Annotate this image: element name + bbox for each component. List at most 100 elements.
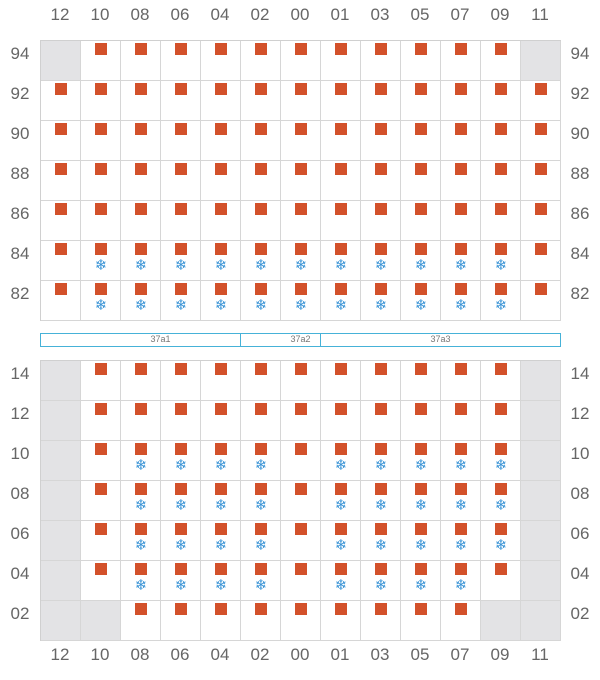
slot-hold-02-02[interactable] [241,601,281,641]
slot-deck-92-09[interactable] [481,81,521,121]
slot-deck-90-12[interactable] [41,121,81,161]
slot-hold-04-09[interactable] [481,561,521,601]
slot-deck-86-05[interactable] [401,201,441,241]
slot-deck-86-09[interactable] [481,201,521,241]
slot-deck-82-11[interactable] [521,281,561,321]
slot-hold-04-02[interactable]: ❄ [241,561,281,601]
slot-deck-90-03[interactable] [361,121,401,161]
slot-hold-04-01[interactable]: ❄ [321,561,361,601]
slot-deck-84-10[interactable]: ❄ [81,241,121,281]
slot-deck-84-07[interactable]: ❄ [441,241,481,281]
slot-hold-12-02[interactable] [241,401,281,441]
slot-hold-12-05[interactable] [401,401,441,441]
slot-hold-12-00[interactable] [281,401,321,441]
slot-hold-12-09[interactable] [481,401,521,441]
slot-deck-90-05[interactable] [401,121,441,161]
slot-deck-94-10[interactable] [81,41,121,81]
slot-deck-86-08[interactable] [121,201,161,241]
slot-deck-82-04[interactable]: ❄ [201,281,241,321]
slot-deck-84-05[interactable]: ❄ [401,241,441,281]
slot-hold-04-10[interactable] [81,561,121,601]
slot-hold-10-08[interactable]: ❄ [121,441,161,481]
slot-hold-08-09[interactable]: ❄ [481,481,521,521]
slot-deck-88-03[interactable] [361,161,401,201]
slot-deck-90-08[interactable] [121,121,161,161]
slot-hold-10-00[interactable] [281,441,321,481]
slot-deck-84-00[interactable]: ❄ [281,241,321,281]
slot-hold-08-03[interactable]: ❄ [361,481,401,521]
slot-hold-14-06[interactable] [161,361,201,401]
slot-deck-86-07[interactable] [441,201,481,241]
slot-deck-86-04[interactable] [201,201,241,241]
slot-deck-88-12[interactable] [41,161,81,201]
slot-deck-88-09[interactable] [481,161,521,201]
slot-hold-12-04[interactable] [201,401,241,441]
slot-hold-04-05[interactable]: ❄ [401,561,441,601]
slot-hold-14-08[interactable] [121,361,161,401]
slot-hold-04-08[interactable]: ❄ [121,561,161,601]
slot-deck-86-02[interactable] [241,201,281,241]
slot-hold-02-00[interactable] [281,601,321,641]
slot-hold-12-08[interactable] [121,401,161,441]
slot-deck-84-09[interactable]: ❄ [481,241,521,281]
slot-hold-14-01[interactable] [321,361,361,401]
slot-hold-10-09[interactable]: ❄ [481,441,521,481]
slot-hold-06-07[interactable]: ❄ [441,521,481,561]
slot-deck-90-09[interactable] [481,121,521,161]
slot-deck-82-00[interactable]: ❄ [281,281,321,321]
slot-deck-88-06[interactable] [161,161,201,201]
slot-hold-04-03[interactable]: ❄ [361,561,401,601]
slot-deck-90-06[interactable] [161,121,201,161]
slot-deck-82-01[interactable]: ❄ [321,281,361,321]
slot-hold-06-08[interactable]: ❄ [121,521,161,561]
slot-deck-84-11[interactable] [521,241,561,281]
slot-deck-82-07[interactable]: ❄ [441,281,481,321]
slot-deck-82-03[interactable]: ❄ [361,281,401,321]
slot-deck-90-04[interactable] [201,121,241,161]
slot-hold-04-06[interactable]: ❄ [161,561,201,601]
slot-hold-10-04[interactable]: ❄ [201,441,241,481]
slot-deck-86-00[interactable] [281,201,321,241]
slot-deck-92-01[interactable] [321,81,361,121]
slot-deck-82-02[interactable]: ❄ [241,281,281,321]
slot-hold-08-02[interactable]: ❄ [241,481,281,521]
slot-hold-10-06[interactable]: ❄ [161,441,201,481]
slot-hold-12-06[interactable] [161,401,201,441]
slot-deck-82-06[interactable]: ❄ [161,281,201,321]
slot-hold-14-10[interactable] [81,361,121,401]
slot-deck-94-04[interactable] [201,41,241,81]
slot-deck-88-00[interactable] [281,161,321,201]
slot-deck-84-06[interactable]: ❄ [161,241,201,281]
slot-hold-10-02[interactable]: ❄ [241,441,281,481]
slot-deck-94-00[interactable] [281,41,321,81]
slot-deck-92-11[interactable] [521,81,561,121]
slot-deck-84-03[interactable]: ❄ [361,241,401,281]
slot-deck-86-06[interactable] [161,201,201,241]
slot-hold-10-03[interactable]: ❄ [361,441,401,481]
slot-deck-82-09[interactable]: ❄ [481,281,521,321]
slot-hold-10-07[interactable]: ❄ [441,441,481,481]
slot-hold-06-00[interactable] [281,521,321,561]
slot-deck-94-05[interactable] [401,41,441,81]
slot-deck-90-01[interactable] [321,121,361,161]
slot-hold-08-05[interactable]: ❄ [401,481,441,521]
slot-deck-88-01[interactable] [321,161,361,201]
slot-deck-88-07[interactable] [441,161,481,201]
slot-hold-06-04[interactable]: ❄ [201,521,241,561]
slot-deck-90-00[interactable] [281,121,321,161]
slot-hold-14-05[interactable] [401,361,441,401]
slot-hold-08-10[interactable] [81,481,121,521]
slot-hold-04-07[interactable]: ❄ [441,561,481,601]
slot-deck-94-01[interactable] [321,41,361,81]
slot-deck-90-02[interactable] [241,121,281,161]
slot-hold-08-04[interactable]: ❄ [201,481,241,521]
slot-hold-06-05[interactable]: ❄ [401,521,441,561]
slot-hold-08-01[interactable]: ❄ [321,481,361,521]
slot-deck-94-07[interactable] [441,41,481,81]
slot-hold-04-00[interactable] [281,561,321,601]
slot-deck-88-11[interactable] [521,161,561,201]
slot-deck-90-07[interactable] [441,121,481,161]
slot-deck-86-03[interactable] [361,201,401,241]
slot-deck-84-04[interactable]: ❄ [201,241,241,281]
slot-deck-94-09[interactable] [481,41,521,81]
